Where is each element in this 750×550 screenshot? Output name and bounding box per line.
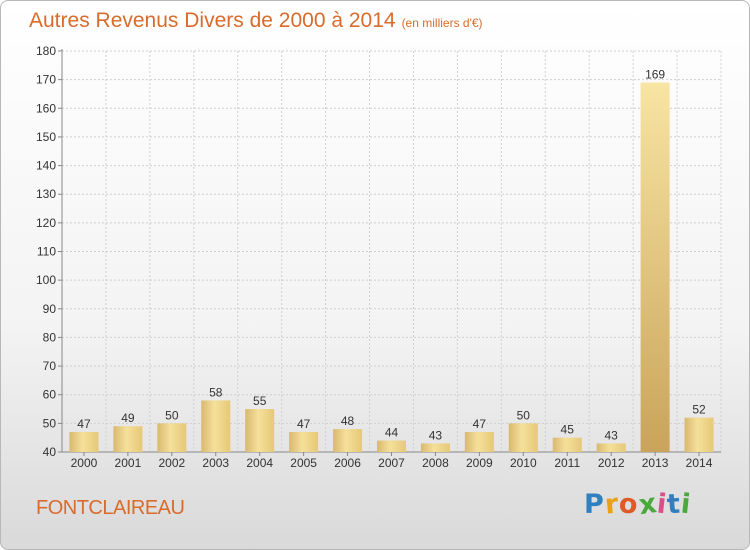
- y-tick-label: 130: [36, 187, 56, 201]
- y-tick-label: 120: [36, 216, 56, 230]
- chart-subtitle: (en milliers d'€): [401, 16, 483, 30]
- y-tick-label: 100: [36, 273, 56, 287]
- logo-letter: P: [584, 489, 605, 520]
- y-tick-label: 160: [36, 101, 56, 115]
- data-label: 55: [253, 394, 267, 408]
- data-label: 50: [165, 408, 179, 422]
- x-tick-label: 2006: [334, 456, 361, 470]
- data-label: 45: [561, 423, 575, 437]
- bar: [245, 409, 275, 452]
- y-tick-label: 170: [36, 73, 56, 87]
- y-tick-label: 150: [36, 130, 56, 144]
- bar: [464, 431, 494, 452]
- y-tick-label: 50: [43, 416, 57, 430]
- bar: [201, 400, 231, 452]
- x-tick-label: 2002: [158, 456, 185, 470]
- data-label: 48: [341, 414, 355, 428]
- y-tick-label: 140: [36, 159, 56, 173]
- bars: [69, 82, 714, 452]
- bar: [684, 417, 714, 452]
- x-tick-label: 2008: [422, 456, 449, 470]
- data-label: 50: [517, 408, 531, 422]
- bar: [420, 443, 450, 452]
- data-label: 43: [604, 428, 618, 442]
- x-tick-label: 2007: [378, 456, 405, 470]
- y-tick-label: 40: [43, 445, 57, 459]
- proxiti-logo: Proxiti: [584, 488, 694, 521]
- x-tick-label: 2000: [71, 456, 98, 470]
- grid-lines: [61, 50, 722, 453]
- bar: [333, 429, 363, 452]
- data-label: 47: [297, 417, 311, 431]
- chart-title-text: Autres Revenus Divers de 2000 à 2014: [29, 9, 396, 32]
- x-tick-label: 2004: [246, 456, 273, 470]
- x-tick-label: 2012: [598, 456, 625, 470]
- data-label: 43: [429, 428, 443, 442]
- y-tick-label: 60: [43, 388, 57, 402]
- x-tick-label: 2010: [510, 456, 537, 470]
- bar: [157, 423, 187, 452]
- place-name: FONTCLAIREAU: [36, 497, 185, 519]
- bar: [289, 431, 319, 452]
- data-label: 44: [385, 426, 399, 440]
- x-tick-label: 2009: [466, 456, 493, 470]
- logo-letter: i: [679, 488, 694, 521]
- x-tick-label: 2001: [115, 456, 142, 470]
- x-tick-label: 2005: [290, 456, 317, 470]
- y-tick-label: 180: [36, 44, 56, 58]
- bar: [377, 440, 406, 452]
- bar: [508, 423, 538, 452]
- y-tick-label: 110: [37, 245, 56, 259]
- data-label: 47: [77, 417, 91, 431]
- bar: [640, 82, 670, 452]
- x-tick-label: 2013: [642, 456, 669, 470]
- data-labels: 47 49 50 58 55 47 48 44 43 47 50 45 43 169 52: [77, 68, 706, 443]
- bar: [596, 443, 626, 452]
- data-label: 169: [645, 68, 665, 82]
- bar: [552, 437, 582, 452]
- y-tick-label: 70: [43, 359, 57, 373]
- bar: [69, 431, 99, 452]
- x-tick-label: 2011: [554, 456, 580, 470]
- data-label: 52: [692, 403, 706, 417]
- data-label: 49: [121, 411, 135, 425]
- data-label: 47: [473, 417, 487, 431]
- chart-title: Autres Revenus Divers de 2000 à 2014 (en …: [29, 9, 483, 33]
- data-label: 58: [209, 385, 223, 399]
- bar: [113, 426, 143, 452]
- y-tick-label: 80: [43, 330, 57, 344]
- y-tick-label: 90: [43, 302, 57, 316]
- x-tick-label: 2003: [202, 456, 229, 470]
- x-tick-label: 2014: [686, 456, 713, 470]
